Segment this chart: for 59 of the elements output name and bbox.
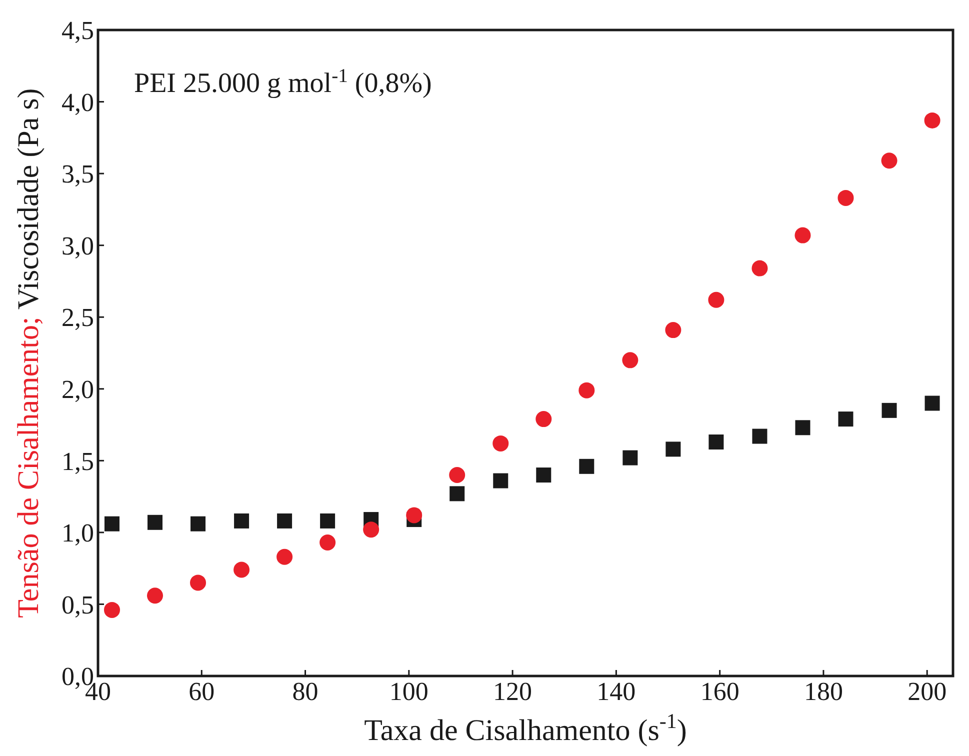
point [148, 514, 162, 530]
point [579, 458, 594, 474]
point [277, 513, 292, 528]
point [234, 562, 250, 578]
x-tick-label: 60 [188, 677, 215, 706]
point [708, 292, 724, 308]
x-tick-label: 140 [596, 677, 636, 706]
text: Tensão de Cisalhamento; [12, 316, 45, 618]
x-tick-label: 100 [389, 677, 428, 706]
point [838, 412, 854, 427]
point [276, 548, 293, 565]
point [190, 516, 206, 532]
point [363, 522, 380, 538]
x-tick-label: 120 [493, 677, 532, 706]
y-tick-label: 4,5 [62, 16, 94, 46]
y-tick-label: 4,0 [62, 88, 94, 117]
y-tick-label: 3,0 [62, 231, 94, 260]
point [104, 602, 120, 618]
point [450, 486, 465, 502]
point [147, 588, 163, 604]
x-tick-label: 180 [804, 677, 843, 706]
point [795, 420, 810, 436]
y-tick-label: 1,0 [62, 518, 94, 548]
point [190, 574, 206, 591]
point [708, 434, 724, 450]
x-tick-label: 200 [908, 677, 947, 706]
y-tick-label: 3,5 [62, 160, 94, 189]
point [104, 516, 120, 532]
point [578, 382, 595, 398]
y-tick-label: 2,5 [62, 303, 94, 332]
point [881, 152, 898, 169]
y-tick-label: 1,5 [62, 446, 94, 476]
point [492, 435, 509, 452]
y-tick-label: 0,5 [62, 590, 94, 620]
text: PEI 25.000 g mol$^{-1}$ (0,8%) [134, 66, 432, 99]
x-tick-label: 160 [700, 677, 740, 706]
point [234, 513, 250, 528]
point [838, 190, 854, 206]
point [536, 468, 552, 483]
point [622, 352, 638, 368]
point [794, 227, 811, 244]
point [752, 428, 768, 444]
point [449, 467, 466, 484]
x-axis-title: Taxa de Cisalhamento (s$^{-1}$) [364, 709, 687, 747]
x-tick-label: 80 [292, 677, 318, 706]
point [536, 411, 552, 428]
point [924, 112, 940, 128]
point [752, 260, 768, 276]
point [666, 442, 681, 457]
text: Viscosidade (Pa s) [12, 88, 45, 317]
point [924, 396, 940, 411]
point [882, 402, 897, 418]
point [320, 534, 336, 550]
y-tick-label: 2,0 [62, 374, 94, 404]
point [406, 507, 422, 524]
point [622, 450, 638, 466]
point [320, 513, 336, 528]
point [493, 473, 508, 488]
point [665, 322, 682, 338]
